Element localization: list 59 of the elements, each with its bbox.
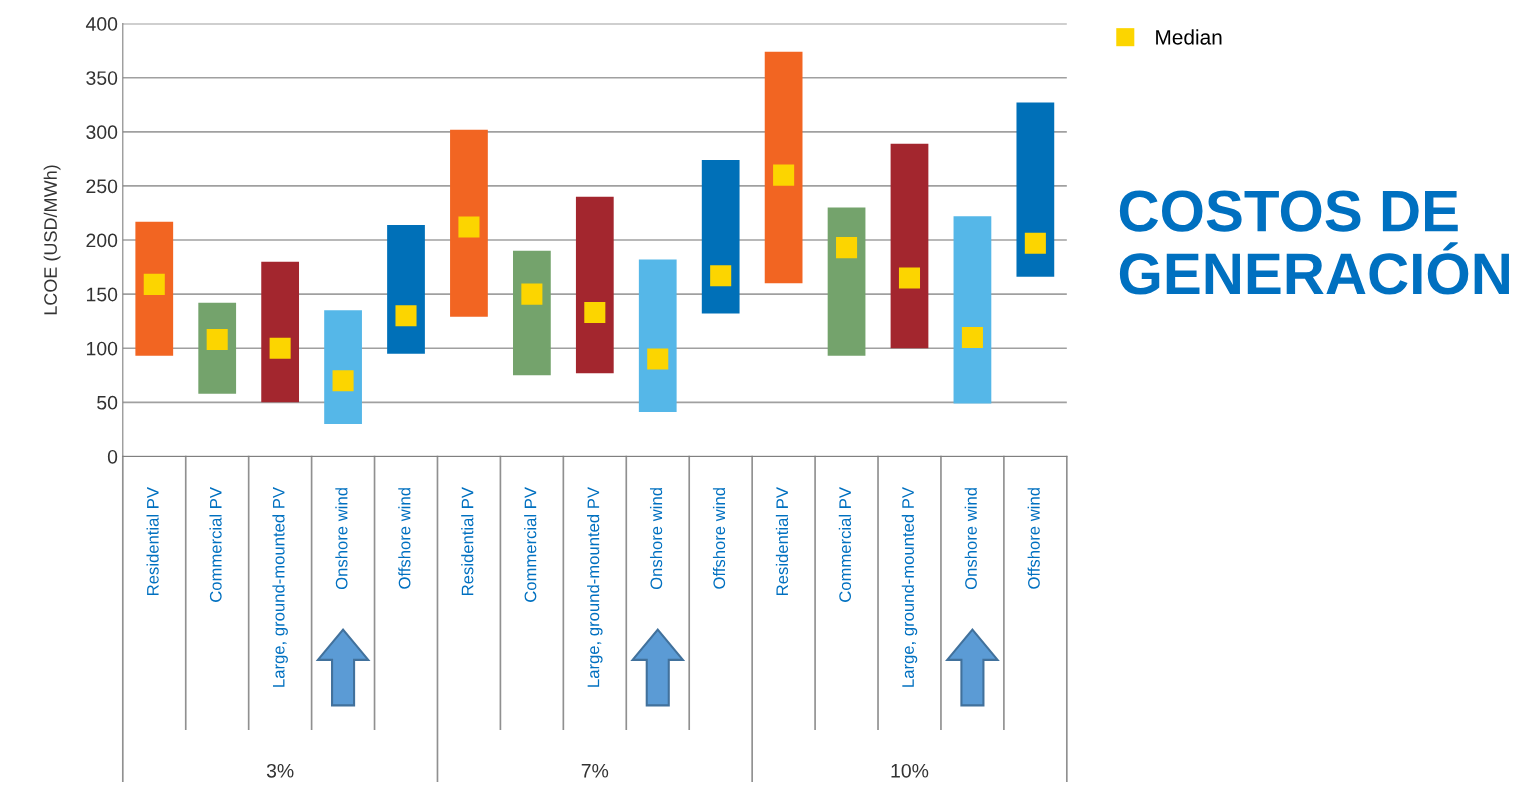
- y-tick-label: 250: [86, 179, 118, 194]
- bar: [261, 261, 300, 403]
- point: [898, 267, 921, 289]
- bar: [701, 159, 740, 314]
- point: [773, 164, 795, 186]
- text: 10%: [891, 763, 929, 778]
- x-tick-label: Onshore wind: [335, 488, 348, 590]
- point: [836, 237, 858, 259]
- x-tick-label: Residential PV: [146, 487, 159, 595]
- x-tick-label: Residential PV: [775, 487, 789, 595]
- bar: [638, 259, 677, 413]
- bar: [513, 250, 551, 376]
- text: 3%: [266, 763, 294, 778]
- y-tick-label: 100: [86, 341, 118, 356]
- bar: [387, 224, 425, 354]
- bar: [135, 221, 174, 356]
- y-tick-label: 200: [86, 233, 118, 248]
- y-tick-label: 400: [85, 17, 118, 31]
- y-tick-label: 0: [107, 449, 118, 464]
- x-tick-label: Commercial PV: [524, 487, 537, 602]
- bar: [890, 143, 929, 349]
- x-tick-label: Residential PV: [461, 487, 474, 595]
- x-tick-label: Large, ground-mounted PV: [587, 487, 603, 687]
- x-tick-label: Commercial PV: [209, 487, 222, 602]
- point: [1024, 232, 1046, 254]
- y-tick-label: 150: [86, 287, 118, 302]
- bar: [575, 196, 614, 374]
- y-tick-label: 50: [97, 395, 118, 410]
- y-tick-label: 300: [86, 125, 118, 140]
- point: [458, 216, 480, 238]
- y-axis-title: LCOE (USD/MWh): [43, 165, 61, 315]
- x-tick-label: Onshore wind: [964, 488, 977, 590]
- point: [332, 370, 354, 392]
- x-tick-label: Large, ground-mounted PV: [272, 487, 288, 687]
- x-tick-label: Commercial PV: [838, 487, 852, 602]
- text: COSTOS DE GENERACIÓN: [1119, 190, 1509, 295]
- bar: [953, 216, 992, 404]
- x-tick-label: Offshore wind: [1027, 488, 1040, 589]
- point: [269, 337, 291, 359]
- bar: [450, 129, 488, 317]
- bar: [1016, 102, 1055, 277]
- point: [395, 305, 417, 327]
- bar: [764, 51, 803, 284]
- point: [710, 265, 732, 287]
- point: [206, 329, 228, 351]
- point: [647, 348, 669, 370]
- y-tick-label: 350: [86, 71, 118, 85]
- legend-label: Median: [1156, 29, 1222, 45]
- x-tick-label: Offshore wind: [712, 488, 726, 589]
- x-tick-label: Onshore wind: [649, 488, 663, 590]
- point: [143, 273, 165, 295]
- point: [521, 283, 543, 305]
- bar: [827, 207, 866, 356]
- x-tick-label: Offshore wind: [398, 488, 411, 589]
- bar: [324, 310, 362, 424]
- point: [961, 326, 983, 348]
- point: [584, 302, 606, 324]
- text: 7%: [581, 763, 609, 778]
- x-tick-label: Large, ground-mounted PV: [901, 487, 918, 687]
